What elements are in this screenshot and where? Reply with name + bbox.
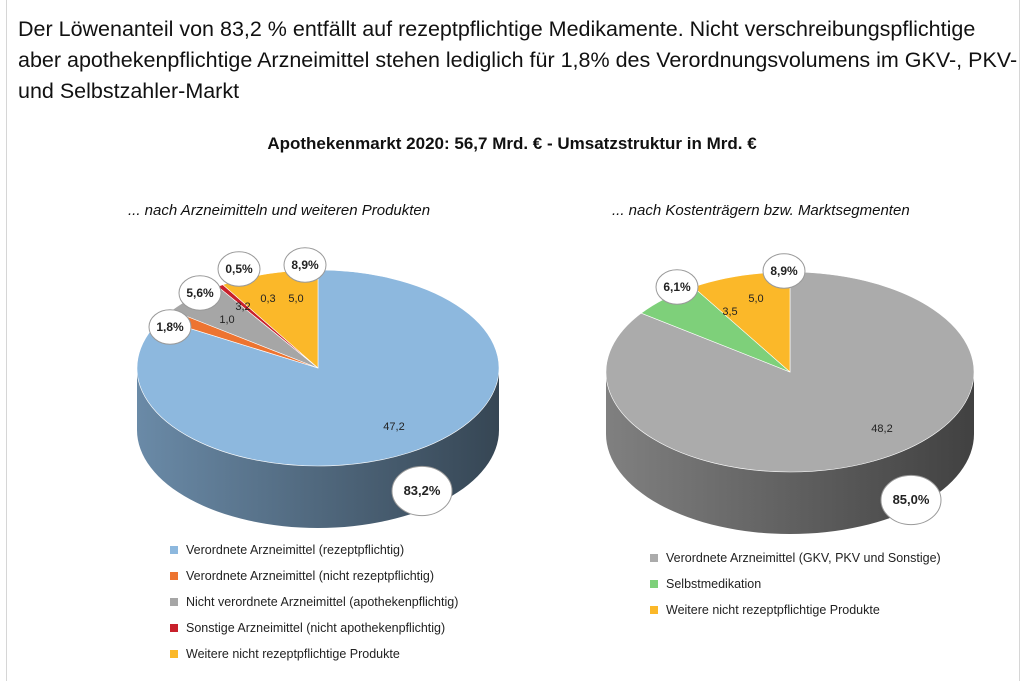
legend-label: Verordnete Arzneimittel (rezeptpflichtig… [186, 543, 405, 557]
pie-1-subtitle: ... nach Arzneimitteln und weiteren Prod… [128, 202, 431, 219]
headline-line-1: Der Löwenanteil von 83,2 % entfällt auf … [18, 17, 976, 41]
legend-swatch [170, 546, 178, 554]
headline-line-2: aber apothekenpflichtige Arzneimittel st… [18, 48, 1018, 72]
legend-item: Weitere nicht rezeptpflichtige Produkte [650, 597, 941, 623]
legend-swatch [650, 580, 658, 588]
pie-1-percent-bubble-4: 8,9% [283, 247, 327, 283]
legend-swatch [170, 598, 178, 606]
legend-label: Nicht verordnete Arzneimittel (apotheken… [186, 595, 459, 609]
legend-item: Selbstmedikation [650, 571, 941, 597]
legend-swatch [170, 624, 178, 632]
legend-swatch [650, 554, 658, 562]
pie-2-percent-bubble-2: 8,9% [762, 253, 806, 289]
legend-label: Verordnete Arzneimittel (nicht rezeptpfl… [186, 569, 435, 583]
legend-item: Verordnete Arzneimittel (rezeptpflichtig… [170, 537, 458, 563]
headline: Der Löwenanteil von 83,2 % entfällt auf … [18, 14, 1018, 107]
pie-2-subtitle: ... nach Kostenträgern bzw. Marktsegment… [612, 202, 910, 219]
legend-label: Selbstmedikation [666, 577, 762, 591]
pie-2-legend: Verordnete Arzneimittel (GKV, PKV und So… [650, 545, 941, 623]
legend-item: Nicht verordnete Arzneimittel (apotheken… [170, 589, 458, 615]
pie-1-percent-label-1: 1,8% [156, 320, 184, 334]
legend-item: Verordnete Arzneimittel (nicht rezeptpfl… [170, 563, 458, 589]
pie-2-percent-bubble-1: 6,1% [655, 269, 699, 305]
pie-1-percent-bubble-2: 5,6% [178, 275, 222, 311]
pie-1-percent-label-2: 5,6% [186, 286, 214, 300]
legend-label: Sonstige Arzneimittel (nicht apothekenpf… [186, 621, 446, 635]
legend-label: Weitere nicht rezeptpflichtige Produkte [186, 647, 400, 661]
pie-1-value-label-2: 3,2 [235, 301, 250, 313]
legend-item: Sonstige Arzneimittel (nicht apothekenpf… [170, 615, 458, 641]
pie-1: 47,2 1,03,2 0,3 5,0 83,2% 1,8% 5,6% 0,5% 8,9% [136, 247, 500, 528]
pie-2-value-label-2: 5,0 [748, 293, 763, 305]
pie-1-percent-bubble-3: 0,5% [217, 251, 261, 287]
pie-2-percent-label-2: 8,9% [770, 264, 798, 278]
headline-line-3: und Selbstzahler-Markt [18, 79, 240, 103]
legend-swatch [170, 650, 178, 658]
legend-label: Weitere nicht rezeptpflichtige Produkte [666, 603, 880, 617]
legend-swatch [650, 606, 658, 614]
pie-1-percent-bubble-1: 1,8% [148, 309, 192, 345]
pie-2: 48,2 3,5 5,0 85,0% 6,1% 8,9% [605, 253, 975, 534]
pie-1-percent-label-3: 0,5% [225, 262, 253, 276]
pie-1-value-label-4: 5,0 [288, 293, 303, 305]
pie-1-value-label-3: 0,3 [260, 293, 275, 305]
legend-label: Verordnete Arzneimittel (GKV, PKV und So… [666, 551, 941, 565]
legend-item: Verordnete Arzneimittel (GKV, PKV und So… [650, 545, 941, 571]
pie-1-percent-label-0: 83,2% [404, 483, 441, 498]
legend-swatch [170, 572, 178, 580]
pie-1-value-label-0: 47,2 [383, 421, 404, 433]
pie-2-value-label-0: 48,2 [871, 423, 892, 435]
chart-title: Apothekenmarkt 2020: 56,7 Mrd. € - Umsat… [267, 134, 757, 153]
pie-1-percent-bubble-0: 83,2% [391, 465, 453, 517]
pie-1-value-label-1: 1,0 [219, 314, 234, 326]
pie-1-legend: Verordnete Arzneimittel (rezeptpflichtig… [170, 537, 458, 667]
legend-item: Weitere nicht rezeptpflichtige Produkte [170, 641, 458, 667]
pie-1-percent-label-4: 8,9% [291, 258, 319, 272]
pie-2-value-label-1: 3,5 [722, 306, 737, 318]
pie-2-percent-label-1: 6,1% [663, 280, 691, 294]
pie-2-percent-label-0: 85,0% [893, 492, 930, 507]
page-frame [6, 0, 1020, 681]
pie-2-percent-bubble-0: 85,0% [880, 474, 942, 526]
